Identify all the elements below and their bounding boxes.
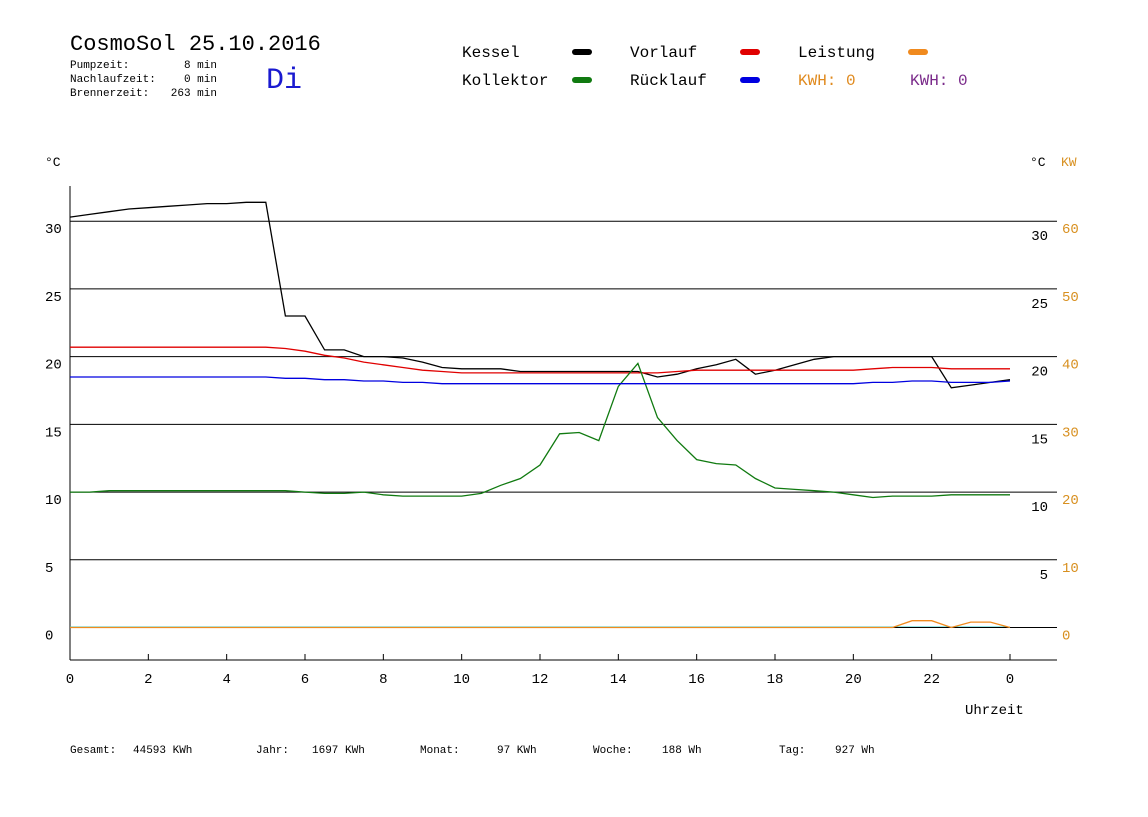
- kwh-label: KWH: 0: [798, 72, 856, 90]
- footer-label: Tag:: [779, 745, 805, 757]
- y-right-tick-label: 30: [1031, 229, 1048, 245]
- series-line: [70, 346, 1010, 374]
- x-tick-label: 20: [845, 672, 862, 688]
- x-tick-label: 2: [144, 672, 152, 688]
- y2-axis-label: KW: [1061, 155, 1077, 170]
- footer-value: 188 Wh: [662, 745, 702, 757]
- y-right-tick-label: 5: [1040, 568, 1048, 584]
- x-tick-label: 0: [66, 672, 74, 688]
- x-tick-label: 22: [923, 672, 940, 688]
- y-tick-label: 20: [45, 358, 62, 374]
- x-tick-label: 14: [610, 672, 627, 688]
- x-axis-label: Uhrzeit: [965, 703, 1024, 719]
- legend-label: Rücklauf: [630, 72, 707, 90]
- legend-label: Kollektor: [462, 72, 548, 90]
- footer-label: Jahr:: [256, 745, 289, 757]
- y2-tick-label: 10: [1062, 561, 1079, 577]
- info-value: 263 min: [171, 88, 217, 100]
- y2-tick-label: 60: [1062, 222, 1079, 238]
- y2-tick-label: 30: [1062, 425, 1079, 441]
- x-tick-label: 18: [767, 672, 784, 688]
- y-tick-label: 30: [45, 222, 62, 238]
- x-tick-label: 4: [222, 672, 230, 688]
- series-line: [70, 376, 1011, 385]
- info-value: 0 min: [184, 74, 217, 86]
- info-label: Nachlaufzeit:: [70, 74, 156, 86]
- series-line: [70, 620, 1011, 629]
- legend-label: Vorlauf: [630, 44, 697, 62]
- legend-label: Kessel: [462, 44, 520, 62]
- weekday: Di: [266, 64, 302, 98]
- y-tick-label: 25: [45, 290, 62, 306]
- x-tick-label: 0: [1006, 672, 1014, 688]
- y-right-tick-label: 15: [1031, 432, 1048, 448]
- footer-value: 97 KWh: [497, 745, 537, 757]
- y2-tick-label: 0: [1062, 628, 1070, 644]
- y-right-tick-label: 10: [1031, 500, 1048, 516]
- y-tick-label: 15: [45, 425, 62, 441]
- y-right-axis-label: °C: [1030, 155, 1046, 170]
- series-line: [70, 362, 1010, 499]
- y-tick-label: 10: [45, 493, 62, 509]
- footer-label: Woche:: [593, 745, 633, 757]
- y2-tick-label: 20: [1062, 493, 1079, 509]
- y2-tick-label: 50: [1062, 290, 1079, 306]
- y2-tick-label: 40: [1062, 358, 1079, 374]
- kwh-label: KWH: 0: [910, 72, 968, 90]
- y-right-tick-label: 25: [1031, 297, 1048, 313]
- title: CosmoSol 25.10.2016: [70, 32, 321, 57]
- x-tick-label: 6: [301, 672, 309, 688]
- x-tick-label: 12: [532, 672, 549, 688]
- y-right-tick-label: 20: [1031, 365, 1048, 381]
- footer-value: 927 Wh: [835, 745, 875, 757]
- footer-label: Gesamt:: [70, 745, 116, 757]
- footer-label: Monat:: [420, 745, 460, 757]
- y-tick-label: 5: [45, 561, 53, 577]
- x-tick-label: 10: [453, 672, 470, 688]
- footer-value: 44593 KWh: [133, 745, 192, 757]
- series-line: [69, 201, 1011, 389]
- y-axis-label: °C: [45, 155, 61, 170]
- info-value: 8 min: [184, 60, 217, 72]
- x-tick-label: 16: [688, 672, 705, 688]
- footer-value: 1697 KWh: [312, 745, 365, 757]
- info-label: Brennerzeit:: [70, 88, 149, 100]
- y-tick-label: 0: [45, 628, 53, 644]
- legend-label: Leistung: [798, 44, 875, 62]
- info-label: Pumpzeit:: [70, 60, 129, 72]
- x-tick-label: 8: [379, 672, 387, 688]
